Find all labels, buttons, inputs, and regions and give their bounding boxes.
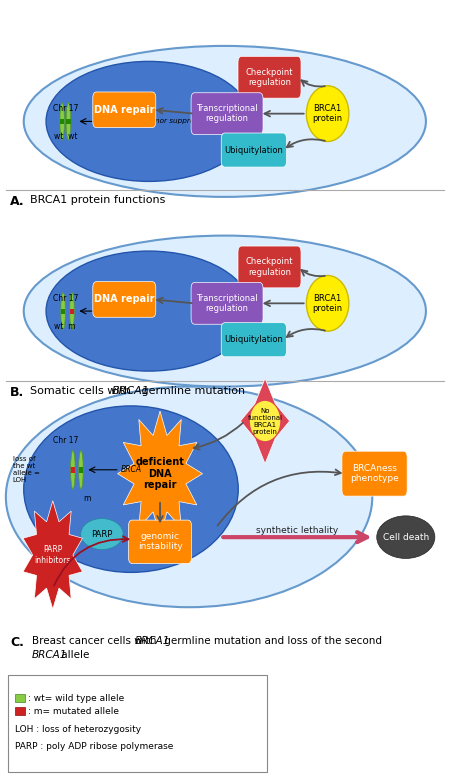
Ellipse shape <box>70 292 74 329</box>
Text: Ubiquitylation: Ubiquitylation <box>225 145 284 155</box>
FancyBboxPatch shape <box>238 246 301 287</box>
Text: BRCA1 tumor suppressor gene: BRCA1 tumor suppressor gene <box>117 118 230 124</box>
Ellipse shape <box>61 292 65 329</box>
Ellipse shape <box>71 451 75 490</box>
FancyBboxPatch shape <box>93 281 156 317</box>
Text: BRCA1 protein functions: BRCA1 protein functions <box>31 195 166 205</box>
Text: Somatic cells with: Somatic cells with <box>31 386 135 396</box>
Text: : wt= wild type allele: : wt= wild type allele <box>28 694 125 702</box>
Text: PARP : poly ADP ribose polymerase: PARP : poly ADP ribose polymerase <box>15 742 173 751</box>
Text: Ubiquitylation: Ubiquitylation <box>225 335 284 344</box>
FancyBboxPatch shape <box>8 675 267 772</box>
Ellipse shape <box>306 276 349 331</box>
Ellipse shape <box>60 103 64 140</box>
Text: BRCAness
phenotype: BRCAness phenotype <box>350 464 399 483</box>
FancyBboxPatch shape <box>60 119 64 124</box>
Text: A.: A. <box>10 195 25 208</box>
FancyBboxPatch shape <box>61 308 65 314</box>
Text: wt  m: wt m <box>54 322 76 331</box>
Text: m: m <box>83 493 90 503</box>
FancyBboxPatch shape <box>342 451 407 497</box>
Text: Cell death: Cell death <box>382 533 429 542</box>
FancyBboxPatch shape <box>15 708 25 715</box>
Ellipse shape <box>24 46 426 197</box>
Ellipse shape <box>66 103 71 140</box>
Ellipse shape <box>24 235 426 387</box>
Text: DNA repair: DNA repair <box>94 105 154 115</box>
FancyBboxPatch shape <box>221 322 287 357</box>
Text: Chr 17: Chr 17 <box>53 436 78 444</box>
Ellipse shape <box>250 401 280 441</box>
Text: PARP: PARP <box>91 530 112 538</box>
Text: Checkpoint
regulation: Checkpoint regulation <box>246 68 293 87</box>
Ellipse shape <box>46 61 252 181</box>
FancyBboxPatch shape <box>191 92 263 134</box>
Text: synthetic lethality: synthetic lethality <box>256 527 338 535</box>
Text: BRCA1
protein: BRCA1 protein <box>313 294 342 313</box>
Text: germline mutation and loss of the second: germline mutation and loss of the second <box>162 636 386 646</box>
Ellipse shape <box>24 406 238 573</box>
Text: Chr 17: Chr 17 <box>53 294 78 303</box>
Text: No
functional
BRCA1
protein: No functional BRCA1 protein <box>248 407 283 434</box>
Text: deficient
DNA
repair: deficient DNA repair <box>135 457 184 490</box>
Text: BRCA: BRCA <box>121 465 142 473</box>
FancyBboxPatch shape <box>129 520 192 563</box>
Text: B.: B. <box>10 386 25 399</box>
FancyBboxPatch shape <box>221 133 287 167</box>
Text: LOH : loss of heterozygosity: LOH : loss of heterozygosity <box>15 725 141 733</box>
Text: BRCA1: BRCA1 <box>112 386 150 396</box>
Polygon shape <box>117 411 202 536</box>
Text: Transcriptional
regulation: Transcriptional regulation <box>196 104 258 124</box>
FancyBboxPatch shape <box>191 282 263 324</box>
Ellipse shape <box>306 85 349 141</box>
FancyBboxPatch shape <box>71 468 75 473</box>
Polygon shape <box>240 378 290 464</box>
Text: genomic
instability: genomic instability <box>138 532 182 552</box>
Text: BRCA1
protein: BRCA1 protein <box>313 104 342 124</box>
FancyBboxPatch shape <box>238 57 301 98</box>
FancyBboxPatch shape <box>70 308 74 314</box>
Ellipse shape <box>6 387 372 607</box>
FancyBboxPatch shape <box>66 119 71 124</box>
Text: BRCA1: BRCA1 <box>135 636 170 646</box>
Text: Checkpoint
regulation: Checkpoint regulation <box>246 257 293 277</box>
Text: wt  wt: wt wt <box>54 132 77 141</box>
Polygon shape <box>23 500 82 609</box>
Ellipse shape <box>46 251 252 371</box>
Text: Chr 17: Chr 17 <box>53 104 78 113</box>
Text: allele: allele <box>58 650 90 660</box>
Ellipse shape <box>377 516 435 559</box>
Text: BRCA1: BRCA1 <box>32 650 67 660</box>
Text: germline mutation: germline mutation <box>138 386 245 396</box>
Text: Breast cancer cells with: Breast cancer cells with <box>32 636 160 646</box>
Ellipse shape <box>79 451 83 490</box>
Text: PARP
inhibitors: PARP inhibitors <box>35 545 71 565</box>
Text: C.: C. <box>10 636 24 650</box>
Text: loss of
the wt
allele =
LOH: loss of the wt allele = LOH <box>13 456 40 483</box>
Text: : m= mutated allele: : m= mutated allele <box>28 707 119 716</box>
FancyBboxPatch shape <box>79 468 83 473</box>
Text: ✕: ✕ <box>69 465 76 474</box>
Text: BRCA1: BRCA1 <box>117 308 142 314</box>
FancyBboxPatch shape <box>15 695 25 702</box>
FancyBboxPatch shape <box>93 92 156 127</box>
Ellipse shape <box>81 518 123 549</box>
Text: Transcriptional
regulation: Transcriptional regulation <box>196 294 258 313</box>
Text: DNA repair: DNA repair <box>94 294 154 305</box>
